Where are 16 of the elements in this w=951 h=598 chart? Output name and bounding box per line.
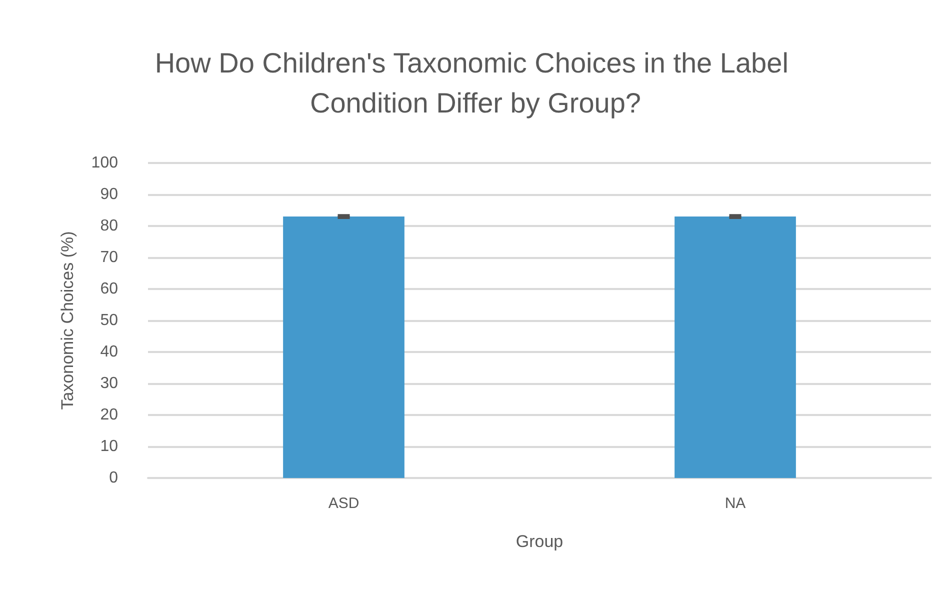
chart-title: How Do Children's Taxonomic Choices in the Label Condition Differ by Group? [154, 48, 796, 118]
y-axis-title: Taxonomic Choices (%) [58, 231, 77, 410]
y-tick-label: 20 [100, 406, 118, 424]
y-tick-label: 10 [100, 438, 118, 455]
y-tick-label: 40 [100, 344, 118, 360]
y-tick-label: 90 [100, 186, 118, 203]
x-tick-label: ASD [328, 495, 360, 512]
y-tick-label: 80 [100, 218, 118, 234]
y-tick-label: 30 [100, 375, 118, 392]
x-tick-label: NA [724, 495, 746, 512]
y-tick-label: 70 [100, 249, 118, 266]
y-tick-label: 100 [91, 154, 118, 172]
y-tick-label: 0 [109, 470, 118, 486]
x-axis-title: Group [516, 532, 564, 551]
y-tick-label: 60 [100, 280, 118, 298]
y-tick-label: 50 [100, 312, 118, 329]
